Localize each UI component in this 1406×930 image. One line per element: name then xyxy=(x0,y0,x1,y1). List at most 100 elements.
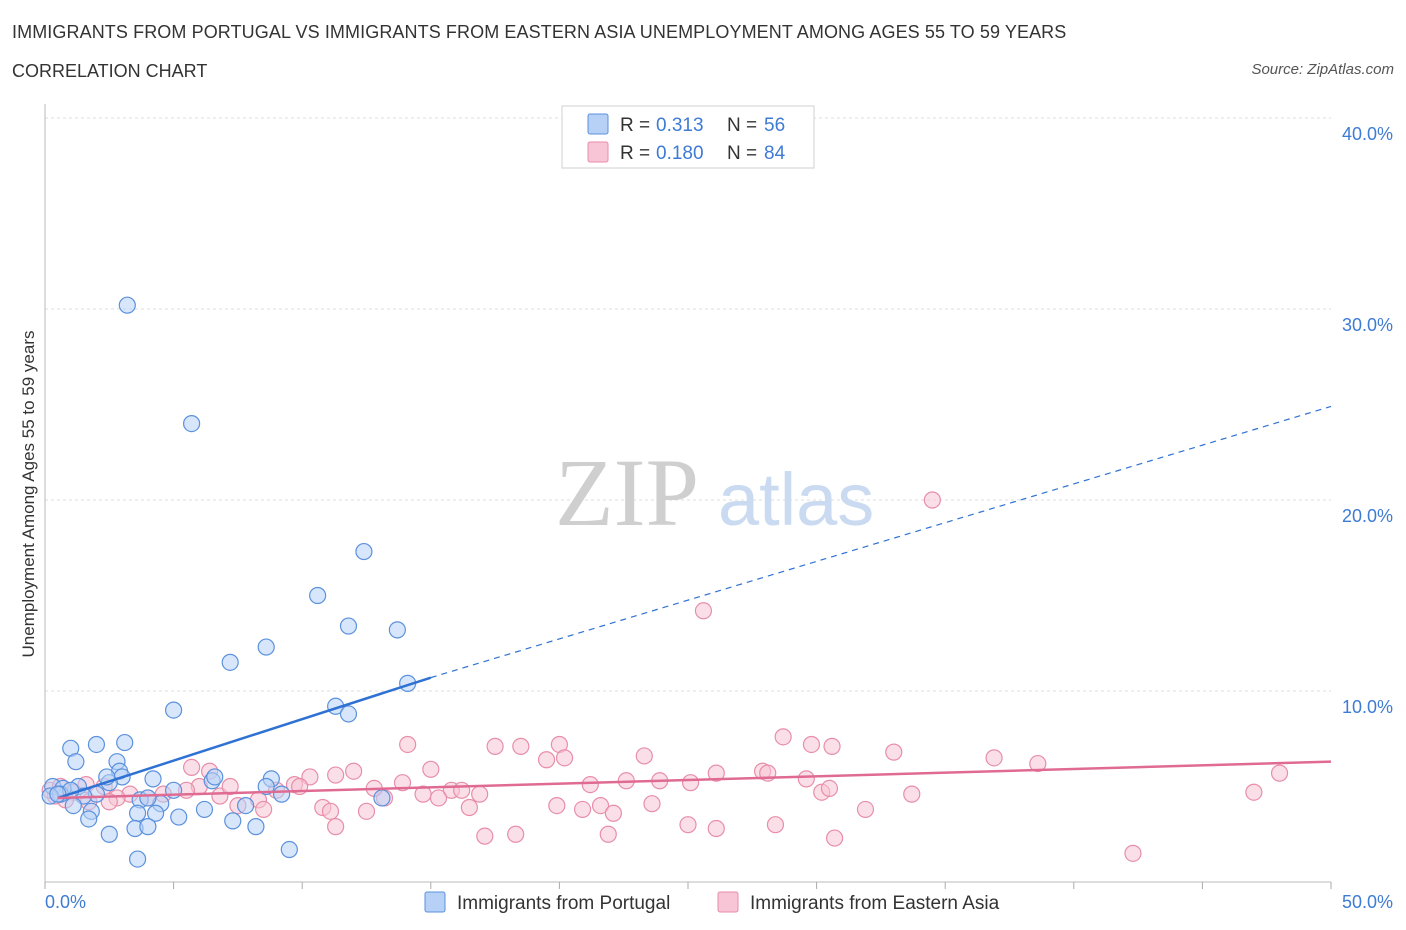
legend-n-value-portugal: 56 xyxy=(764,115,785,136)
point-portugal xyxy=(237,796,255,815)
point-portugal xyxy=(206,768,224,786)
point-eastern-asia xyxy=(537,751,556,769)
legend-swatch-eastern-asia xyxy=(587,141,609,163)
point-eastern-asia xyxy=(393,774,412,792)
point-portugal xyxy=(118,296,136,314)
point-portugal xyxy=(224,812,242,830)
point-eastern-asia xyxy=(1270,764,1289,782)
point-portugal xyxy=(339,705,358,723)
point-eastern-asia xyxy=(422,760,440,778)
point-eastern-asia xyxy=(643,795,661,813)
x-tick-label: 0.0% xyxy=(45,892,86,912)
point-eastern-asia xyxy=(591,796,610,815)
chart-subtitle: CORRELATION CHART xyxy=(12,61,208,81)
point-eastern-asia xyxy=(797,770,815,788)
legend-n-label: N = xyxy=(727,115,757,136)
y-axis-label: Unemployment Among Ages 55 to 59 years xyxy=(19,331,38,658)
gridlines xyxy=(45,117,1331,692)
point-portugal xyxy=(128,804,147,822)
point-eastern-asia xyxy=(573,800,592,819)
trend-line-portugal-extension xyxy=(430,405,1332,679)
point-eastern-asia xyxy=(985,749,1003,767)
y-tick-label: 10.0% xyxy=(1342,697,1393,717)
point-eastern-asia xyxy=(1124,844,1142,862)
point-eastern-asia xyxy=(327,818,345,836)
tick-labels: 10.0% 20.0% 30.0% 40.0% 0.0% 50.0% xyxy=(45,124,1393,912)
point-eastern-asia xyxy=(903,785,921,803)
legend-r-value-portugal: 0.313 xyxy=(656,115,704,136)
point-portugal xyxy=(388,621,406,639)
chart-title: IMMIGRANTS FROM PORTUGAL VS IMMIGRANTS F… xyxy=(12,22,1067,42)
point-eastern-asia xyxy=(604,804,623,822)
bottom-legend-label-eastern-asia: Immigrants from Eastern Asia xyxy=(750,893,1000,914)
point-portugal xyxy=(309,586,327,605)
y-tick-label: 20.0% xyxy=(1342,506,1393,526)
point-eastern-asia xyxy=(476,827,494,845)
point-portugal xyxy=(355,542,373,561)
point-portugal xyxy=(257,777,275,796)
x-tick-label: 50.0% xyxy=(1342,892,1393,912)
point-eastern-asia xyxy=(255,800,273,819)
point-portugal xyxy=(195,800,214,819)
legend-r-value-eastern-asia: 0.180 xyxy=(656,143,704,164)
series-legend: Immigrants from Portugal Immigrants from… xyxy=(424,891,1000,914)
point-portugal xyxy=(64,796,82,815)
point-eastern-asia xyxy=(635,747,653,765)
point-portugal xyxy=(128,850,147,868)
point-portugal xyxy=(280,840,298,859)
point-portugal xyxy=(373,789,391,807)
source-note: Source: ZipAtlas.com xyxy=(1251,61,1394,78)
y-tick-label: 30.0% xyxy=(1342,315,1393,335)
point-portugal xyxy=(49,785,67,803)
point-eastern-asia xyxy=(885,743,903,761)
point-portugal xyxy=(87,735,106,754)
bottom-legend-label-portugal: Immigrants from Portugal xyxy=(457,893,670,914)
point-portugal xyxy=(139,789,157,807)
point-eastern-asia xyxy=(923,491,941,509)
point-eastern-asia xyxy=(1245,783,1263,801)
point-eastern-asia xyxy=(507,825,525,843)
trend-line-eastern-asia xyxy=(57,760,1332,800)
point-eastern-asia xyxy=(512,737,530,755)
legend-swatch-portugal xyxy=(587,113,609,135)
point-eastern-asia xyxy=(774,728,792,746)
point-portugal xyxy=(339,617,358,635)
trend-lines xyxy=(57,405,1332,800)
watermark-atlas: atlas xyxy=(718,458,874,541)
point-portugal xyxy=(247,818,265,836)
point-eastern-asia xyxy=(327,766,345,784)
legend-r-label: R = xyxy=(620,143,650,164)
point-portugal xyxy=(273,785,291,803)
point-portugal xyxy=(139,818,157,836)
point-eastern-asia xyxy=(1029,754,1047,773)
point-portugal xyxy=(170,808,188,826)
point-eastern-asia xyxy=(486,737,504,755)
legend-n-value-eastern-asia: 84 xyxy=(764,143,786,164)
point-portugal xyxy=(257,638,275,656)
point-eastern-asia xyxy=(357,802,376,820)
point-portugal xyxy=(67,753,85,771)
point-eastern-asia xyxy=(694,602,713,620)
point-portugal xyxy=(183,415,201,433)
point-portugal xyxy=(116,733,134,752)
point-eastern-asia xyxy=(581,775,599,794)
point-eastern-asia xyxy=(183,758,201,777)
point-eastern-asia xyxy=(548,796,566,815)
point-eastern-asia xyxy=(471,785,489,803)
point-eastern-asia xyxy=(429,789,448,807)
point-portugal xyxy=(144,770,162,788)
point-eastern-asia xyxy=(399,735,417,754)
point-eastern-asia xyxy=(856,800,875,819)
y-tick-label: 40.0% xyxy=(1342,124,1393,144)
point-eastern-asia xyxy=(707,764,725,782)
point-eastern-asia xyxy=(555,749,574,767)
point-eastern-asia xyxy=(681,774,700,792)
watermark: ZIP atlas xyxy=(555,439,874,546)
stats-legend: R = 0.313 N = 56 R = 0.180 N = 84 xyxy=(561,105,815,169)
point-portugal xyxy=(80,810,98,828)
axes xyxy=(44,104,1332,889)
point-eastern-asia xyxy=(826,829,844,847)
point-eastern-asia xyxy=(453,781,471,799)
point-portugal xyxy=(100,825,118,843)
